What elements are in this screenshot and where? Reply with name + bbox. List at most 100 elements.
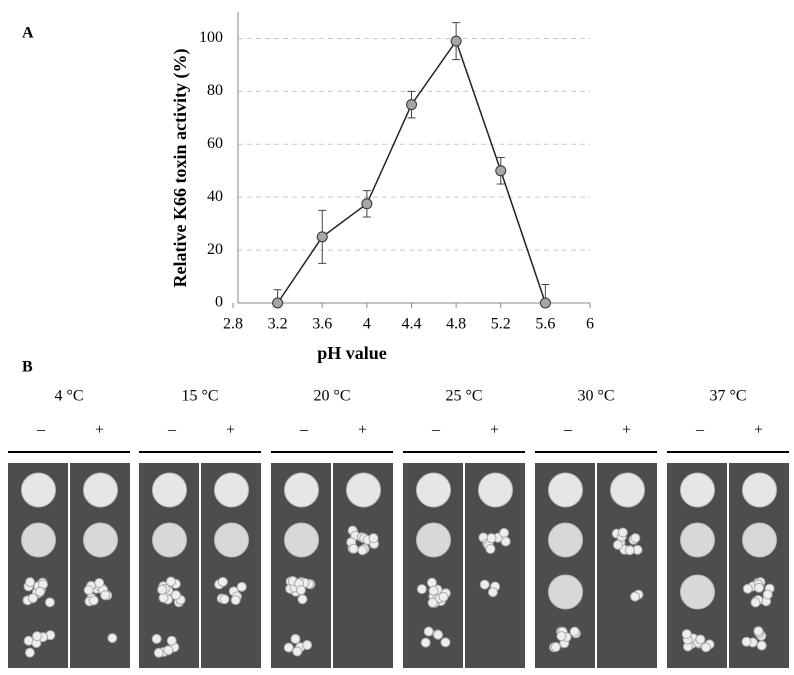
colony: [630, 533, 641, 544]
temperature-label: 37 °C: [709, 388, 746, 405]
colony: [88, 595, 99, 606]
colony-spot: [742, 472, 777, 508]
x-tick-label: 4: [363, 316, 371, 333]
colony: [44, 597, 55, 608]
data-point: [539, 297, 551, 309]
colony-spot: [346, 472, 381, 508]
colony: [479, 579, 490, 590]
treatment-label: –: [431, 422, 441, 439]
treatment-label: +: [622, 422, 631, 439]
colony-spot: [416, 472, 451, 508]
y-tick-label: 20: [207, 241, 223, 258]
colony-spot: [680, 574, 715, 610]
data-point: [361, 198, 373, 210]
colony: [24, 647, 35, 658]
x-tick-label: 5.6: [535, 316, 555, 333]
colony-spot: [214, 472, 249, 508]
colony: [427, 597, 438, 608]
x-tick-label: 2.8: [223, 316, 243, 333]
colony-spot: [83, 522, 118, 558]
colony-spot: [21, 472, 56, 508]
colony: [742, 583, 753, 594]
colony-spot: [416, 522, 451, 558]
data-point: [495, 165, 507, 177]
x-tick-label: 3.6: [312, 316, 332, 333]
colony: [100, 590, 111, 601]
y-axis-title: Relative K66 toxin activity (%): [170, 49, 191, 288]
treatment-label: +: [95, 422, 104, 439]
colony: [617, 527, 628, 538]
colony: [499, 527, 510, 538]
colony-spot: [284, 472, 319, 508]
x-tick-label: 5.2: [491, 316, 511, 333]
colony: [283, 642, 294, 653]
x-axis-title: pH value: [317, 343, 387, 363]
colony-spot: [548, 522, 583, 558]
x-tick-label: 3.2: [268, 316, 288, 333]
panel-label: B: [22, 359, 33, 376]
colony: [295, 585, 306, 596]
colony: [170, 590, 181, 601]
photo-panels: 4 °C– +15 °C– +20 °C– +25 °C– +30 °C– +37 °C–…: [8, 388, 789, 668]
colony-spot: [478, 472, 513, 508]
colony: [700, 642, 711, 653]
colony: [630, 591, 641, 602]
colony: [25, 577, 36, 588]
colony: [158, 592, 169, 603]
colony: [236, 581, 247, 592]
colony: [681, 629, 692, 640]
colony-spot: [680, 472, 715, 508]
colony: [550, 642, 561, 653]
y-tick-label: 100: [199, 29, 223, 46]
colony: [107, 633, 118, 644]
colony: [487, 587, 498, 598]
data-point: [316, 231, 328, 243]
colony: [750, 597, 761, 608]
colony-spot: [610, 472, 645, 508]
colony-spot: [680, 522, 715, 558]
colony: [230, 595, 241, 606]
colony: [157, 584, 168, 595]
colony-spot: [214, 522, 249, 558]
x-tick-label: 4.4: [402, 316, 422, 333]
colony-spot: [152, 522, 187, 558]
colony: [569, 626, 580, 637]
colony: [35, 586, 46, 597]
colony: [741, 636, 752, 647]
colony: [612, 539, 623, 550]
colony: [500, 536, 511, 547]
colony: [83, 585, 94, 596]
colony: [423, 626, 434, 637]
data-point: [450, 35, 462, 47]
treatment-label: +: [490, 422, 499, 439]
colony: [485, 543, 496, 554]
treatment-label: –: [36, 422, 46, 439]
colony: [756, 640, 767, 651]
treatment-label: +: [358, 422, 367, 439]
colony: [624, 545, 635, 556]
colony: [290, 633, 301, 644]
treatment-label: +: [226, 422, 235, 439]
panel-label: A: [22, 25, 34, 42]
y-tick-label: 0: [215, 294, 223, 311]
x-tick-label: 4.8: [446, 316, 466, 333]
colony: [440, 637, 451, 648]
colony: [151, 633, 162, 644]
colony: [556, 631, 567, 642]
colony-spot: [83, 472, 118, 508]
plot: 0 20 40 60 80 100 2.8 3.2 3.6 4 4.4 4.8 5.2 5.6 6: [199, 12, 594, 333]
colony: [368, 533, 379, 544]
colony: [762, 589, 773, 600]
colony: [292, 646, 303, 657]
colony: [27, 593, 38, 604]
y-tick-label: 60: [207, 135, 223, 152]
colony: [153, 647, 164, 658]
temperature-label: 25 °C: [445, 388, 482, 405]
y-tick-label: 80: [207, 82, 223, 99]
colony-spot: [152, 472, 187, 508]
colony: [428, 585, 439, 596]
colony: [433, 629, 444, 640]
treatment-label: –: [695, 422, 705, 439]
treatment-label: +: [754, 422, 763, 439]
colony: [166, 635, 177, 646]
